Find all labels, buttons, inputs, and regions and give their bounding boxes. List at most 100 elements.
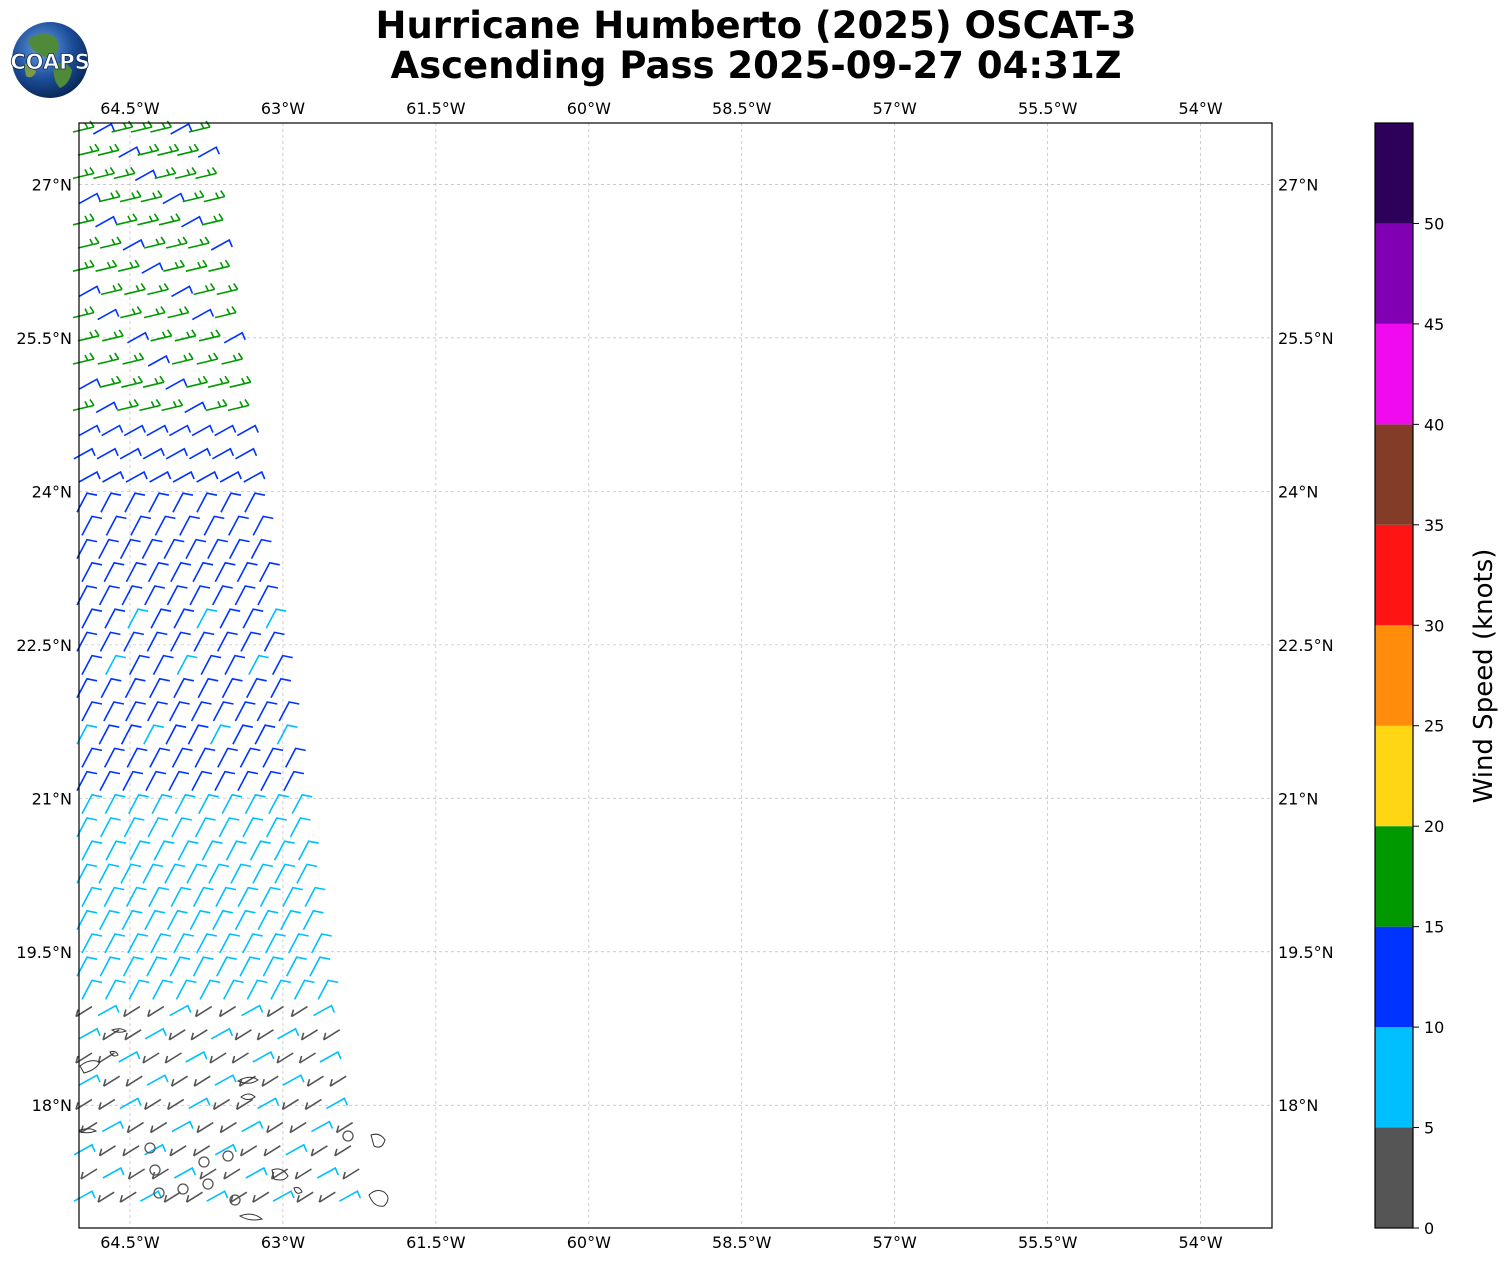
wind-barb xyxy=(174,793,196,815)
wind-barb xyxy=(290,1005,308,1018)
wind-barb xyxy=(270,1168,289,1180)
wind-barb xyxy=(216,282,239,296)
wind-barb xyxy=(162,192,185,205)
wind-barb xyxy=(164,863,186,884)
wind-barb xyxy=(170,886,192,907)
wind-barb xyxy=(310,933,332,954)
wind-barb xyxy=(76,817,98,838)
wind-barb xyxy=(284,747,306,768)
lon-tick-label-bottom: 57°W xyxy=(873,1233,917,1252)
wind-barb xyxy=(216,956,237,977)
wind-barb xyxy=(304,1098,322,1111)
wind-barb xyxy=(182,190,205,203)
wind-barb xyxy=(167,1098,185,1111)
wind-barb xyxy=(166,585,188,606)
wind-barb xyxy=(206,1190,229,1202)
lon-tick-label-top: 64.5°W xyxy=(100,99,160,118)
wind-barb xyxy=(229,375,252,388)
wind-barb xyxy=(190,701,212,722)
wind-barb xyxy=(322,1029,341,1041)
wind-barb xyxy=(127,331,150,344)
wind-barb xyxy=(214,1143,237,1156)
wind-barb xyxy=(81,561,103,583)
wind-barb xyxy=(266,1005,284,1018)
wind-barb xyxy=(191,308,215,321)
wind-barb xyxy=(141,262,164,274)
wind-barb xyxy=(222,979,244,1000)
lat-tick-label-left: 19.5°N xyxy=(16,943,72,962)
wind-barb xyxy=(297,840,319,861)
wind-barb xyxy=(276,724,298,745)
wind-barb xyxy=(198,793,219,815)
wind-barb xyxy=(96,447,119,460)
wind-barb xyxy=(146,956,168,977)
wind-barb xyxy=(119,447,142,460)
wind-barb xyxy=(101,424,124,437)
wind-barb xyxy=(177,840,199,861)
wind-barb xyxy=(212,909,234,931)
wind-barb xyxy=(165,447,189,460)
wind-barb xyxy=(300,1029,319,1041)
wind-barb xyxy=(214,561,236,583)
wind-barb xyxy=(119,538,141,559)
wind-barb xyxy=(95,401,118,414)
island-coastline xyxy=(79,1060,101,1074)
wind-barb xyxy=(194,817,216,838)
wind-barb xyxy=(177,143,200,156)
wind-barb xyxy=(129,840,151,861)
wind-barb xyxy=(218,1005,237,1018)
wind-barb xyxy=(214,1074,237,1086)
wind-barb xyxy=(170,561,192,583)
wind-barb xyxy=(150,120,172,133)
wind-barb xyxy=(326,1097,349,1110)
wind-barb xyxy=(125,1075,143,1087)
wind-barb xyxy=(147,561,169,583)
island-coastline xyxy=(240,1093,256,1100)
wind-barb xyxy=(285,1143,308,1156)
wind-barb xyxy=(122,1145,140,1157)
wind-barb xyxy=(240,631,262,652)
wind-barb xyxy=(143,306,166,319)
wind-barb xyxy=(219,933,240,954)
wind-barb xyxy=(243,470,266,483)
wind-barb xyxy=(98,1145,116,1157)
wind-barb xyxy=(309,956,331,977)
wind-barb xyxy=(119,1191,137,1203)
lon-tick-label-top: 60°W xyxy=(567,99,611,118)
colorbar-bin xyxy=(1375,725,1413,827)
wind-barb xyxy=(298,1052,316,1064)
wind-barb xyxy=(212,585,233,606)
wind-barb xyxy=(203,190,226,203)
wind-barb xyxy=(248,654,270,675)
wind-barb xyxy=(334,1145,352,1157)
wind-barb xyxy=(76,956,98,977)
wind-barb xyxy=(102,1029,120,1041)
wind-barb xyxy=(93,166,116,180)
lon-tick-label-bottom: 63°W xyxy=(261,1233,305,1252)
wind-barb xyxy=(76,538,98,559)
lon-tick-label-bottom: 58.5°W xyxy=(712,1233,772,1252)
wind-barb xyxy=(78,424,101,437)
wind-barb xyxy=(220,492,242,513)
wind-barb xyxy=(81,793,103,815)
wind-barb xyxy=(149,470,172,483)
wind-barb xyxy=(99,956,121,977)
wind-barb xyxy=(122,770,144,791)
wind-barb xyxy=(103,886,125,907)
wind-barb xyxy=(153,840,175,861)
wind-barb xyxy=(228,515,249,536)
island-coastline xyxy=(238,1213,264,1221)
wind-barb xyxy=(171,352,194,365)
island-coastline xyxy=(79,1128,98,1134)
wind-barb xyxy=(223,1168,241,1180)
wind-barb xyxy=(252,1050,275,1063)
wind-barb xyxy=(266,1121,284,1134)
wind-barb xyxy=(121,909,143,931)
wind-barb xyxy=(230,863,252,884)
wind-barb xyxy=(168,770,190,791)
wind-barb xyxy=(118,146,141,158)
lat-tick-label-right: 19.5°N xyxy=(1278,943,1334,962)
wind-barb xyxy=(242,933,263,954)
wind-barb xyxy=(97,143,120,156)
wind-barb xyxy=(81,654,103,675)
